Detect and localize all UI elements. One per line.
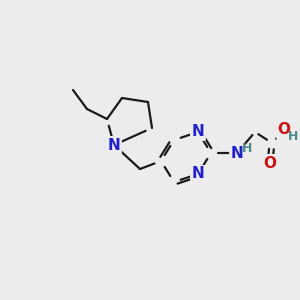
Text: N: N xyxy=(231,146,243,160)
Text: O: O xyxy=(278,122,290,137)
Text: N: N xyxy=(192,167,204,182)
Text: O: O xyxy=(263,155,277,170)
Text: H: H xyxy=(288,130,298,142)
Text: H: H xyxy=(242,142,252,154)
Text: N: N xyxy=(108,137,120,152)
Text: N: N xyxy=(192,124,204,140)
